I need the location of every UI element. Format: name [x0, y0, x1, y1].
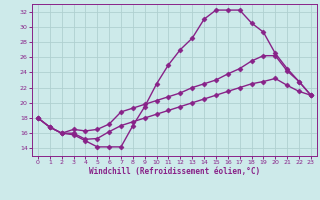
X-axis label: Windchill (Refroidissement éolien,°C): Windchill (Refroidissement éolien,°C) [89, 167, 260, 176]
